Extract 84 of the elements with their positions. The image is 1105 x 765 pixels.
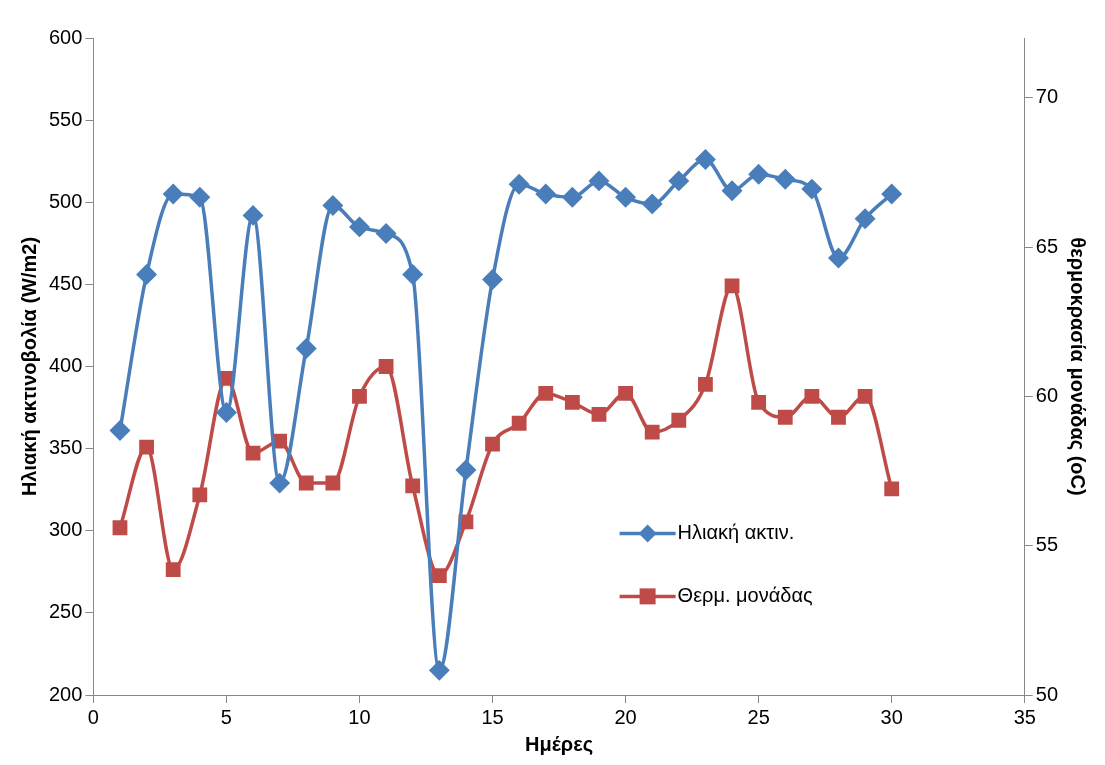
point — [748, 164, 769, 185]
point — [165, 562, 181, 577]
point — [831, 409, 846, 425]
point — [323, 195, 343, 216]
y-tick-label: 250 — [48, 600, 83, 623]
y-tick-label: 550 — [48, 107, 83, 130]
point — [828, 248, 849, 268]
point — [243, 205, 263, 226]
y2-tick-label: 50 — [1035, 682, 1058, 705]
x-tick-label: 5 — [220, 705, 232, 728]
point — [777, 409, 793, 425]
point — [431, 568, 447, 583]
point — [695, 149, 716, 170]
point — [644, 424, 660, 440]
y-axis-title: Ηλιακή ακτινοβολία (W/m2) — [17, 236, 40, 497]
point — [349, 217, 370, 237]
y2-axis-title: θερμοκρασία μονάδας (oC) — [1067, 237, 1090, 496]
point — [352, 388, 367, 404]
legend-label: Ηλιακή ακτιν. — [677, 520, 795, 543]
point — [618, 385, 633, 401]
point — [536, 184, 556, 204]
x-axis-title: Ημέρες — [525, 732, 594, 755]
y2-tick-label: 65 — [1035, 234, 1058, 257]
point — [857, 388, 873, 404]
point — [564, 394, 580, 410]
point — [802, 179, 822, 199]
x-tick-label: 30 — [880, 705, 903, 728]
point — [591, 406, 607, 422]
point — [509, 174, 529, 194]
point — [296, 338, 317, 359]
point — [298, 475, 314, 491]
y-tick-label: 450 — [48, 271, 83, 294]
point — [456, 460, 476, 480]
x-tick-label: 25 — [747, 705, 770, 728]
y-tick-label: 400 — [48, 354, 83, 377]
point — [669, 171, 689, 191]
y-tick-label: 200 — [48, 682, 83, 705]
point — [722, 181, 742, 201]
x-tick-label: 35 — [1013, 705, 1036, 728]
point — [163, 184, 183, 204]
point — [245, 445, 261, 461]
point — [112, 520, 128, 536]
point — [538, 385, 554, 401]
y-tick-label: 500 — [48, 189, 83, 212]
y-tick-label: 600 — [48, 25, 83, 48]
point — [269, 473, 290, 493]
point — [192, 487, 208, 503]
y2-tick-label: 70 — [1035, 85, 1058, 108]
point — [804, 388, 820, 404]
point — [775, 169, 796, 190]
legend-label: Θερμ. μονάδας — [677, 583, 813, 606]
point — [376, 223, 396, 244]
x-tick-label: 20 — [614, 705, 637, 728]
point — [405, 478, 421, 494]
point — [216, 402, 237, 423]
point — [589, 171, 609, 191]
point — [378, 359, 394, 374]
point — [642, 194, 662, 214]
point — [884, 481, 900, 497]
x-tick-label: 10 — [348, 705, 371, 728]
point — [698, 377, 713, 392]
point — [751, 394, 767, 410]
point — [325, 475, 341, 491]
x-tick-label: 15 — [481, 705, 504, 728]
point — [562, 187, 583, 208]
point — [190, 187, 210, 208]
point — [724, 278, 740, 294]
y2-tick-label: 55 — [1035, 533, 1058, 556]
point — [482, 269, 503, 290]
point — [511, 415, 527, 431]
point — [110, 420, 130, 441]
point — [485, 436, 500, 452]
point — [881, 184, 902, 204]
y-tick-label: 350 — [48, 436, 83, 459]
y2-tick-label: 60 — [1035, 383, 1058, 406]
x-tick-label: 0 — [87, 705, 99, 728]
point — [671, 412, 687, 428]
point — [402, 264, 423, 285]
point — [429, 660, 450, 681]
point — [139, 439, 154, 455]
point — [615, 187, 636, 208]
point — [855, 208, 875, 229]
point — [136, 264, 157, 285]
y-tick-label: 300 — [48, 518, 83, 541]
